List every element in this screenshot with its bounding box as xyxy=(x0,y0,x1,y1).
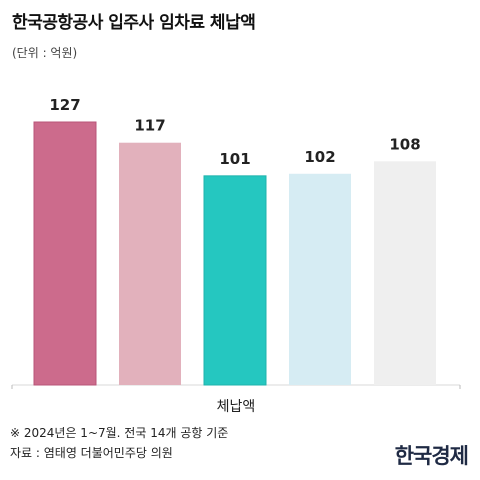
bar-1 xyxy=(33,121,97,386)
unit-label: (단위 : 억원) xyxy=(12,46,78,60)
bar-value-label-1: 127 xyxy=(49,96,80,114)
footnote-period: ※ 2024년은 1~7월. 전국 14개 공항 기준 xyxy=(10,426,229,440)
footnotes: ※ 2024년은 1~7월. 전국 14개 공항 기준 자료 : 염태영 더불어… xyxy=(10,423,228,463)
bar-value-label-2: 117 xyxy=(134,117,165,135)
footnote-source: 자료 : 염태영 더불어민주당 의원 xyxy=(10,446,173,460)
brand-logo: 한국경제 xyxy=(394,443,469,468)
bar-value-label-4: 102 xyxy=(304,148,335,166)
bar-chart: 127 117 101 102 108 체납액 xyxy=(11,96,461,415)
bar-value-label-5: 108 xyxy=(389,135,420,153)
bar-3 xyxy=(203,175,267,386)
bar-2 xyxy=(119,142,181,385)
bar-5 xyxy=(374,161,436,385)
x-axis-label: 체납액 xyxy=(217,399,256,415)
bar-4 xyxy=(289,173,351,385)
bar-value-label-3: 101 xyxy=(219,150,250,168)
chart-title: 한국공항공사 입주사 임차료 체납액 xyxy=(12,13,256,33)
